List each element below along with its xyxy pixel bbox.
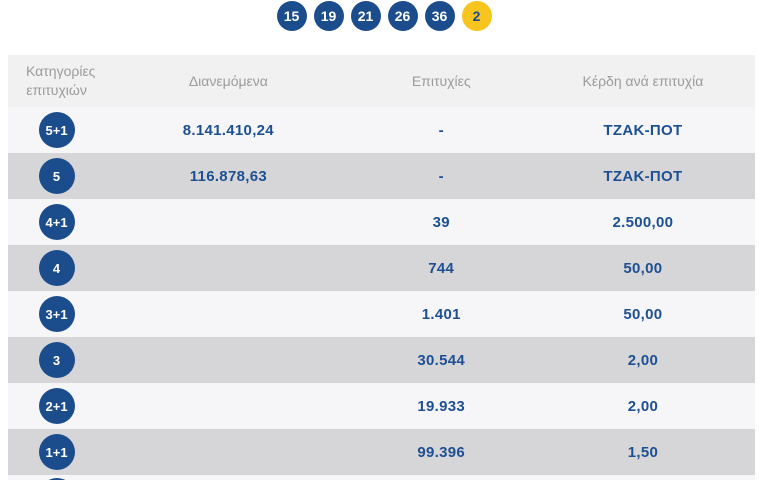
category-ball-partial (38, 478, 75, 480)
prize-tiers-table: Κατηγορίες επιτυχιών Διανεμόμενα Επιτυχί… (8, 55, 755, 480)
drawn-numbers-row: 15 19 21 26 36 2 (0, 1, 768, 31)
winners-value: 99.396 (417, 443, 466, 461)
table-row-partial (8, 475, 755, 480)
prize-value: 2,00 (627, 351, 659, 369)
table-row: 5 116.878,63 - ΤΖΑΚ-ΠΟΤ (8, 153, 755, 199)
category-ball: 2+1 (38, 388, 75, 424)
prize-value: 2,00 (627, 397, 659, 415)
table-row: 2+1 19.933 2,00 (8, 383, 755, 429)
table-row: 3 30.544 2,00 (8, 337, 755, 383)
table-row: 4 744 50,00 (8, 245, 755, 291)
prize-value: 50,00 (623, 305, 663, 323)
table-row: 4+1 39 2.500,00 (8, 199, 755, 245)
winners-value: 30.544 (417, 351, 466, 369)
drawn-number-ball: 21 (350, 1, 381, 31)
drawn-number-ball: 19 (313, 1, 344, 31)
drawn-number-ball: 36 (424, 1, 455, 31)
table-header-row: Κατηγορίες επιτυχιών Διανεμόμενα Επιτυχί… (8, 55, 755, 107)
winners-value: 39 (432, 213, 450, 231)
header-categories: Κατηγορίες επιτυχιών (26, 63, 96, 98)
prize-value: 50,00 (623, 259, 663, 277)
winners-value: 1.401 (421, 305, 461, 323)
winners-value: - (438, 167, 444, 185)
prize-value: ΤΖΑΚ-ΠΟΤ (603, 167, 683, 185)
category-ball: 4 (38, 250, 75, 286)
header-distributed: Διανεμόμενα (188, 72, 268, 89)
category-ball: 1+1 (38, 434, 75, 470)
winners-value: - (438, 121, 444, 139)
category-ball: 5+1 (38, 112, 75, 148)
table-row: 3+1 1.401 50,00 (8, 291, 755, 337)
category-ball: 3+1 (38, 296, 75, 332)
distributed-value: 8.141.410,24 (182, 121, 274, 139)
drawn-number-ball: 26 (387, 1, 418, 31)
header-prize-per-win: Κέρδη ανά επιτυχία (582, 72, 704, 89)
joker-number-ball: 2 (461, 1, 492, 31)
winners-value: 19.933 (417, 397, 466, 415)
header-winners: Επιτυχίες (411, 72, 471, 89)
winners-value: 744 (428, 259, 455, 277)
table-row: 1+1 99.396 1,50 (8, 429, 755, 475)
category-ball: 4+1 (38, 204, 75, 240)
drawn-number-ball: 15 (276, 1, 307, 31)
distributed-value: 116.878,63 (189, 167, 267, 185)
table-row: 5+1 8.141.410,24 - ΤΖΑΚ-ΠΟΤ (8, 107, 755, 153)
category-ball: 3 (38, 342, 75, 378)
prize-value: 2.500,00 (612, 213, 674, 231)
prize-value: 1,50 (627, 443, 659, 461)
prize-value: ΤΖΑΚ-ΠΟΤ (603, 121, 683, 139)
category-ball: 5 (38, 158, 75, 194)
